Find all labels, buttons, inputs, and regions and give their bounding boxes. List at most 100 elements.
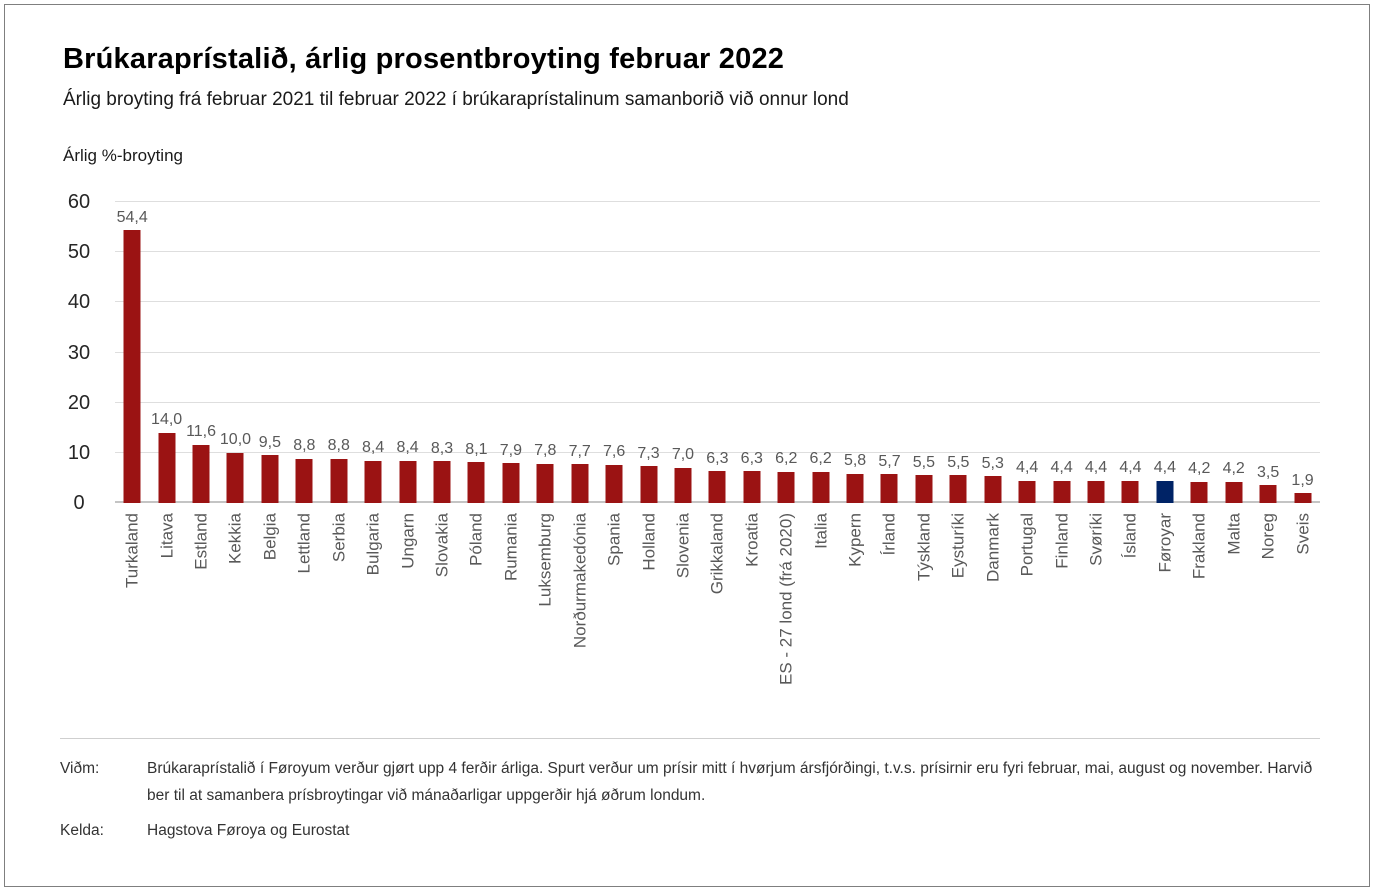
x-category-label: Sveis bbox=[1293, 513, 1313, 555]
x-category-label: Slovenia bbox=[673, 513, 693, 579]
page-subtitle: Árlig broyting frá februar 2021 til febr… bbox=[63, 89, 849, 110]
bar-slot: 9,5 bbox=[253, 202, 287, 503]
footnote-label: Viðm: bbox=[60, 760, 100, 777]
x-label-slot: Portugal bbox=[1010, 508, 1044, 741]
x-category-label: Estland bbox=[191, 513, 211, 570]
bar bbox=[777, 471, 795, 503]
x-label-slot: Grikkaland bbox=[700, 508, 734, 741]
x-label-slot: Kroatia bbox=[735, 508, 769, 741]
x-label-slot: Týskland bbox=[907, 508, 941, 741]
bar-slot: 7,6 bbox=[597, 202, 631, 503]
bar bbox=[123, 230, 141, 503]
x-category-label: Luksemburg bbox=[535, 513, 555, 607]
bar-slot: 4,4 bbox=[1113, 202, 1147, 503]
bar-value-label: 7,9 bbox=[499, 441, 522, 459]
x-category-label: Belgia bbox=[260, 513, 280, 561]
x-label-slot: Finland bbox=[1044, 508, 1078, 741]
bar-value-label: 5,5 bbox=[912, 453, 936, 471]
bar-slot: 8,3 bbox=[425, 202, 459, 503]
x-label-slot: Slovenia bbox=[666, 508, 700, 741]
x-category-label: Ísland bbox=[1120, 513, 1140, 559]
bar-value-label: 5,3 bbox=[981, 454, 1004, 472]
bar-value-label: 5,7 bbox=[878, 452, 901, 470]
x-label-slot: Ungarn bbox=[390, 508, 424, 741]
bar bbox=[812, 471, 830, 503]
x-category-label: Norðurmakedónia bbox=[570, 513, 590, 649]
source-text: Hagstova Føroya og Eurostat bbox=[147, 822, 350, 839]
gridline bbox=[115, 301, 1320, 303]
bar-value-label: 54,4 bbox=[116, 208, 148, 226]
x-label-slot: Luksemburg bbox=[528, 508, 562, 741]
page-title: Brúkaraprístalið, árlig prosentbroyting … bbox=[63, 43, 785, 75]
bar bbox=[743, 471, 761, 503]
x-label-slot: Eysturíki bbox=[941, 508, 975, 741]
x-category-label: Kroatia bbox=[742, 513, 762, 567]
bar-value-label: 8,8 bbox=[293, 437, 316, 455]
y-tick-label: 10 bbox=[67, 441, 91, 464]
bar-value-label: 8,8 bbox=[327, 437, 350, 455]
bars: 54,4 14,0 11,6 10,0 9,5 8,8 8,8 8,4 8,4 8,3 8,1 7,9… bbox=[115, 202, 1320, 503]
bar-slot: 4,2 bbox=[1182, 202, 1216, 503]
bar bbox=[1018, 480, 1036, 503]
gridline bbox=[115, 251, 1320, 253]
x-category-label: Noreg bbox=[1258, 513, 1278, 560]
x-label-slot: Ísland bbox=[1113, 508, 1147, 741]
x-label-slot: Frakland bbox=[1182, 508, 1216, 741]
x-label-slot: Bulgaria bbox=[356, 508, 390, 741]
x-label-slot: Holland bbox=[631, 508, 665, 741]
footnote-row: Viðm: Brúkaraprístalið í Føroyum verður … bbox=[60, 755, 1322, 809]
bar bbox=[674, 467, 692, 503]
bar-value-label: 8,4 bbox=[362, 439, 385, 457]
x-category-label: Spania bbox=[604, 513, 624, 566]
x-category-label: Týskland bbox=[914, 513, 934, 582]
bar bbox=[399, 460, 417, 503]
x-label-slot: Rumania bbox=[494, 508, 528, 741]
bar-slot: 5,5 bbox=[941, 202, 975, 503]
x-category-label: Serbia bbox=[329, 513, 349, 563]
x-category-label: ES - 27 lond (frá 2020) bbox=[776, 513, 796, 685]
x-label-slot: Sveis bbox=[1285, 508, 1319, 741]
x-category-label: Føroyar bbox=[1155, 513, 1175, 573]
x-category-label: Póland bbox=[466, 513, 486, 566]
x-label-slot: Litava bbox=[149, 508, 183, 741]
gridline bbox=[115, 401, 1320, 403]
bar-value-label: 7,3 bbox=[637, 444, 660, 462]
x-category-label: Grikkaland bbox=[707, 513, 727, 595]
bar-value-label: 7,7 bbox=[568, 442, 591, 460]
bar-slot: 11,6 bbox=[184, 202, 218, 503]
bar-slot: 5,3 bbox=[976, 202, 1010, 503]
bar-slot: 8,8 bbox=[322, 202, 356, 503]
bar-slot: 7,3 bbox=[631, 202, 665, 503]
gridline bbox=[115, 451, 1320, 453]
bar-slot: 5,8 bbox=[838, 202, 872, 503]
bar-value-label: 5,8 bbox=[843, 452, 867, 470]
x-label-slot: Spania bbox=[597, 508, 631, 741]
y-tick-label: 40 bbox=[67, 291, 91, 314]
report-page: Brúkaraprístalið, árlig prosentbroyting … bbox=[4, 4, 1370, 887]
y-tick-label: 30 bbox=[67, 341, 91, 364]
bar-value-label: 9,5 bbox=[258, 433, 282, 451]
x-label-slot: Írland bbox=[872, 508, 906, 741]
bar-value-label: 5,5 bbox=[947, 453, 970, 471]
bar-slot: 7,0 bbox=[666, 202, 700, 503]
x-category-label: Litava bbox=[157, 513, 177, 559]
x-category-label: Italia bbox=[811, 513, 831, 549]
footer-divider bbox=[60, 738, 1320, 739]
y-tick-label: 50 bbox=[67, 241, 91, 264]
bar-slot: 5,7 bbox=[872, 202, 906, 503]
source-label: Kelda: bbox=[60, 822, 104, 839]
x-category-label: Kypern bbox=[845, 513, 865, 567]
bar-slot: 4,4 bbox=[1044, 202, 1078, 503]
bar-value-label: 8,4 bbox=[396, 439, 419, 457]
x-category-label: Finland bbox=[1052, 513, 1072, 569]
bar-slot: 5,5 bbox=[907, 202, 941, 503]
bar bbox=[433, 461, 451, 503]
y-tick-label: 20 bbox=[67, 391, 91, 414]
x-axis-labels: Turkaland Litava Estland Kekkia Belgia Lettla… bbox=[115, 508, 1320, 741]
bar bbox=[536, 463, 554, 503]
bar bbox=[915, 475, 933, 503]
bar-value-label: 4,4 bbox=[1084, 459, 1108, 477]
bar-value-label: 6,2 bbox=[809, 450, 832, 468]
bar bbox=[880, 474, 898, 503]
bar bbox=[605, 464, 623, 503]
